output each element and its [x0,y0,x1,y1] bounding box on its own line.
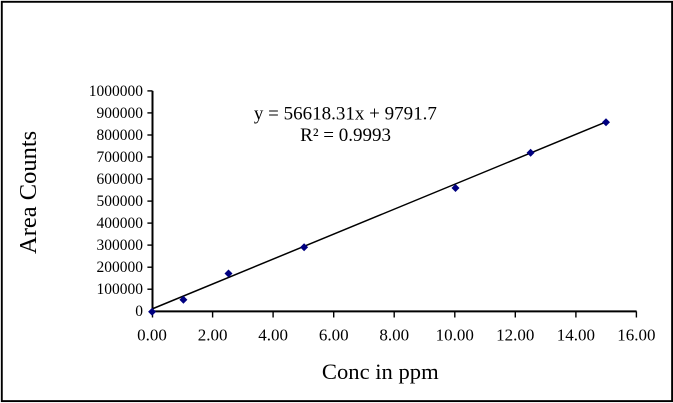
svg-text:0: 0 [135,303,143,320]
svg-text:12.00: 12.00 [496,325,534,344]
svg-text:800000: 800000 [97,127,144,144]
svg-text:400000: 400000 [97,215,144,232]
svg-text:200000: 200000 [97,259,144,276]
svg-text:1000000: 1000000 [89,83,144,100]
svg-text:R² = 0.9993: R² = 0.9993 [300,125,391,146]
svg-text:Area Counts: Area Counts [15,131,42,254]
svg-text:8.00: 8.00 [379,325,409,344]
svg-text:300000: 300000 [97,237,144,254]
svg-text:y = 56618.31x + 9791.7: y = 56618.31x + 9791.7 [254,103,437,124]
svg-text:10.00: 10.00 [436,325,474,344]
svg-text:16.00: 16.00 [617,325,655,344]
svg-text:Conc in ppm: Conc in ppm [322,359,439,384]
svg-text:600000: 600000 [97,171,144,188]
svg-text:14.00: 14.00 [557,325,595,344]
svg-text:2.00: 2.00 [198,325,228,344]
svg-text:700000: 700000 [97,149,144,166]
svg-text:900000: 900000 [97,105,144,122]
svg-text:500000: 500000 [97,193,144,210]
svg-text:100000: 100000 [97,281,144,298]
svg-text:6.00: 6.00 [319,325,349,344]
svg-text:0.00: 0.00 [137,325,167,344]
svg-text:4.00: 4.00 [258,325,288,344]
